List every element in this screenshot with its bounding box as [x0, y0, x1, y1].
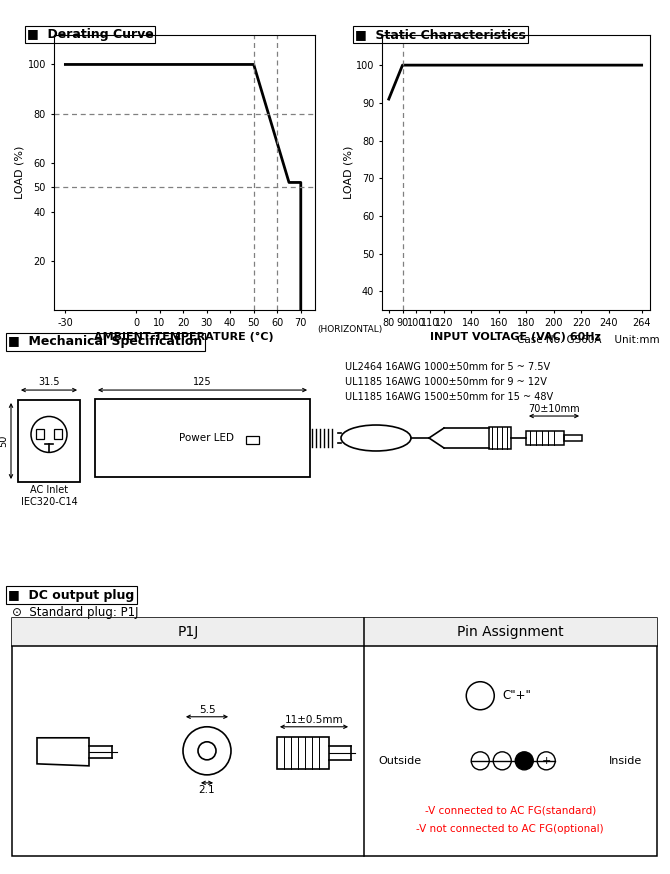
Text: 70±10mm: 70±10mm	[528, 404, 580, 414]
Bar	[277, 737, 329, 769]
Text: 2.1: 2.1	[199, 785, 215, 794]
Text: ■  DC output plug: ■ DC output plug	[8, 588, 134, 601]
Text: -V connected to AC FG(standard): -V connected to AC FG(standard)	[425, 806, 596, 816]
X-axis label: AMBIENT TEMPERATURE (°C): AMBIENT TEMPERATURE (°C)	[94, 332, 274, 342]
Text: 11±0.5mm: 11±0.5mm	[285, 715, 343, 725]
Bar	[18, 400, 80, 482]
Bar	[12, 618, 364, 646]
Bar	[95, 399, 310, 477]
Y-axis label: LOAD (%): LOAD (%)	[15, 146, 25, 199]
Text: P1J: P1J	[177, 625, 198, 639]
Text: UL1185 16AWG 1500±50mm for 15 ~ 48V: UL1185 16AWG 1500±50mm for 15 ~ 48V	[345, 392, 553, 402]
Text: Case No. GS60A    Unit:mm: Case No. GS60A Unit:mm	[517, 335, 660, 345]
Text: 50: 50	[0, 434, 8, 447]
Text: Inside: Inside	[609, 756, 642, 766]
Bar	[245, 436, 259, 444]
Bar	[12, 618, 657, 856]
Text: UL2464 16AWG 1000±50mm for 5 ~ 7.5V: UL2464 16AWG 1000±50mm for 5 ~ 7.5V	[345, 362, 550, 372]
Text: ⊙  Standard plug: P1J: ⊙ Standard plug: P1J	[12, 606, 139, 619]
Circle shape	[515, 752, 533, 770]
Bar	[489, 427, 511, 449]
Text: C"+": C"+"	[502, 690, 531, 702]
Bar	[36, 429, 44, 440]
Text: 31.5: 31.5	[38, 377, 60, 387]
Y-axis label: LOAD (%): LOAD (%)	[343, 146, 353, 199]
Text: ■  Derating Curve: ■ Derating Curve	[27, 28, 153, 41]
Text: 125: 125	[193, 377, 212, 387]
Bar	[564, 435, 582, 441]
Text: +: +	[541, 756, 551, 766]
Text: Outside: Outside	[379, 756, 421, 766]
Text: -: -	[478, 756, 482, 766]
Text: ■  Static Characteristics: ■ Static Characteristics	[355, 28, 526, 41]
Text: 5.5: 5.5	[199, 704, 215, 715]
Text: Power LED: Power LED	[180, 433, 234, 443]
X-axis label: INPUT VOLTAGE (VAC) 60Hz: INPUT VOLTAGE (VAC) 60Hz	[430, 332, 602, 342]
Text: ■  Mechanical Specification: ■ Mechanical Specification	[8, 335, 202, 348]
Bar	[364, 618, 657, 646]
Text: -V not connected to AC FG(optional): -V not connected to AC FG(optional)	[417, 824, 604, 834]
Text: Pin Assignment: Pin Assignment	[457, 625, 563, 639]
Bar	[54, 429, 62, 440]
Bar	[526, 431, 564, 445]
Text: UL1185 16AWG 1000±50mm for 9 ~ 12V: UL1185 16AWG 1000±50mm for 9 ~ 12V	[345, 377, 547, 387]
Text: AC Inlet
IEC320-C14: AC Inlet IEC320-C14	[21, 485, 77, 507]
Text: (HORIZONTAL): (HORIZONTAL)	[318, 325, 383, 334]
